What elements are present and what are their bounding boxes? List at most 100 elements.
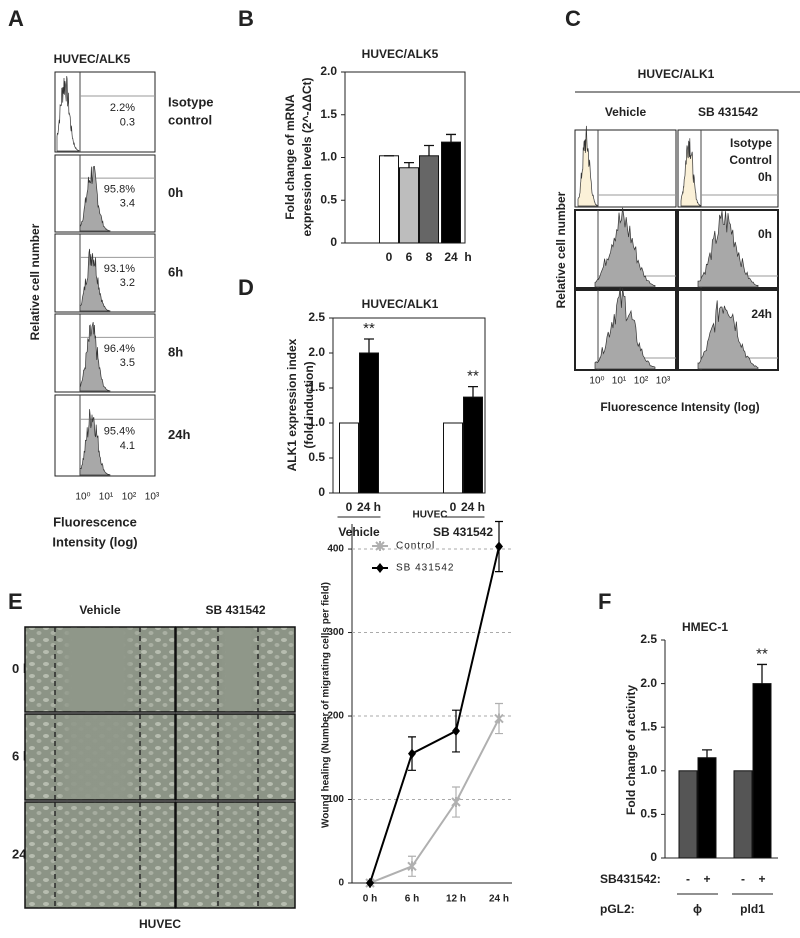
series-label: 0 (450, 500, 457, 514)
bar (697, 757, 717, 859)
stat-label: 93.1% (104, 263, 135, 275)
histogram (79, 248, 111, 312)
x-tick-label: 10⁰ (589, 376, 604, 387)
panel-title: HUVEC/ALK5 (54, 52, 131, 66)
series-label: - (686, 872, 690, 886)
series-label: 24 h (357, 500, 381, 514)
y-tick-label: 0.5 (640, 807, 657, 821)
wound-gap (55, 715, 140, 799)
row-label: control (168, 112, 212, 127)
y-tick-label: 0 (338, 878, 344, 889)
histogram-frame (54, 71, 156, 153)
series-line (369, 546, 500, 884)
x-tick-label: 10² (122, 492, 137, 503)
column-header: SB 431542 (205, 603, 265, 617)
row-label: 8h (168, 344, 183, 359)
y-tick-label: 1.0 (308, 415, 325, 429)
error-bar (446, 133, 456, 143)
panel-letter: E (8, 589, 23, 614)
marker (495, 541, 503, 552)
x-tick-label: 10¹ (612, 376, 627, 387)
marker (452, 726, 460, 737)
y-tick-label: 1.5 (320, 107, 337, 121)
x-axis-label: Fluorescence Intensity (log) (600, 400, 759, 414)
y-axis-label: (fold induction) (302, 361, 316, 448)
group-row-label: pGL2: (600, 902, 635, 916)
histogram-frame (54, 394, 156, 477)
y-tick-label: 0.5 (320, 192, 337, 206)
row-label: Control (729, 153, 772, 167)
y-tick-label: 2.0 (308, 345, 325, 359)
y-tick-label: 300 (327, 627, 344, 638)
y-tick-label: 0.5 (308, 450, 325, 464)
stat-label: 3.5 (120, 357, 135, 369)
wound-gap (55, 628, 140, 711)
marker (494, 713, 504, 724)
plot-frame (332, 317, 486, 494)
y-tick-label: 1.0 (640, 763, 657, 777)
y-tick-label: 2.0 (640, 676, 657, 690)
error-bar (468, 385, 478, 398)
x-tick-label: 24 (444, 250, 458, 264)
caption: HUVEC (139, 917, 181, 931)
wound-gap (218, 715, 258, 799)
x-tick-label: 10¹ (99, 492, 114, 503)
row-label: 0h (758, 227, 772, 241)
row-label: 6h (168, 264, 183, 279)
x-tick-label: 6 (406, 250, 413, 264)
x-unit: h (464, 250, 471, 264)
significance-label: ** (756, 645, 768, 662)
row-label: 0h (758, 170, 772, 184)
histogram-frame (574, 289, 677, 371)
histogram-frame (54, 313, 156, 393)
histogram-frame (677, 289, 779, 371)
histogram (680, 138, 702, 207)
x-tick-label: 24 h (489, 894, 509, 905)
y-axis-label: Fold change of activity (624, 685, 638, 815)
x-tick-label: 10³ (145, 492, 160, 503)
series-row-label: SB431542: (600, 872, 661, 886)
error-bar (424, 144, 434, 156)
x-tick-label: 10³ (656, 376, 671, 387)
legend-label: SB 431542 (396, 563, 455, 574)
y-tick-label: 1.5 (640, 719, 657, 733)
histogram (577, 125, 599, 207)
error-bar (364, 338, 374, 353)
series-label: + (758, 872, 765, 886)
histogram (56, 76, 80, 152)
marker (366, 878, 374, 888)
row-label: 24h (168, 427, 190, 442)
histogram-frame (54, 154, 156, 233)
row-label: 0h (168, 185, 183, 200)
series-label: + (703, 872, 710, 886)
group-label: ϕ (693, 902, 702, 916)
histogram-frame (574, 129, 677, 208)
legend-marker (375, 541, 385, 551)
panel-letter: F (598, 589, 611, 614)
histogram (594, 286, 656, 370)
bar (733, 770, 753, 859)
x-tick-label: 8 (426, 250, 433, 264)
bar (379, 155, 399, 244)
histogram (697, 210, 759, 288)
group-label: SB 431542 (433, 525, 493, 539)
legend-marker (376, 563, 384, 573)
histogram-frame (677, 209, 779, 289)
stat-label: 4.1 (120, 440, 135, 452)
bar (441, 141, 461, 244)
x-tick-label: 0 h (363, 894, 377, 905)
stat-label: 0.3 (120, 116, 135, 128)
stat-label: 96.4% (104, 343, 135, 355)
wound-gap (55, 803, 140, 907)
x-axis-label: Intensity (log) (52, 534, 137, 549)
y-tick-label: 1.5 (308, 380, 325, 394)
column-header: Vehicle (79, 603, 121, 617)
bar (339, 422, 359, 494)
x-axis-label: Fluorescence (53, 514, 137, 529)
significance-label: ** (467, 368, 479, 385)
error-bar (702, 749, 712, 758)
histogram (79, 409, 111, 476)
error-bar (404, 161, 414, 168)
chart-title: HUVEC (412, 510, 447, 521)
